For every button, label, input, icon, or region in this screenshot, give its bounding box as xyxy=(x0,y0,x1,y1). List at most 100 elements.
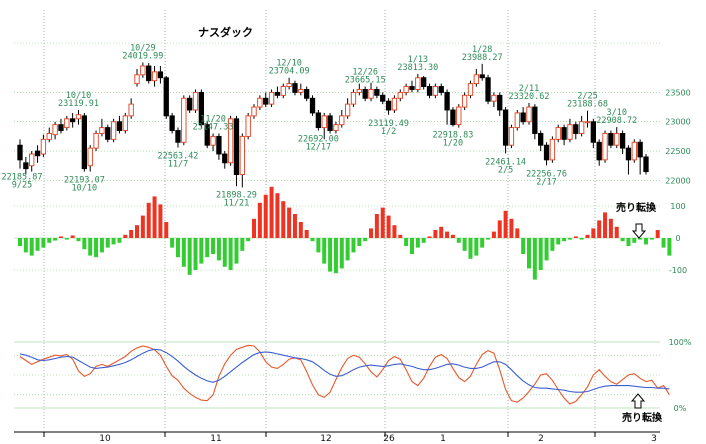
positive-bar xyxy=(450,234,455,238)
negative-bar xyxy=(205,238,210,258)
candle-up-body xyxy=(64,118,70,129)
stochastic-line xyxy=(19,344,670,405)
candle-up-body xyxy=(456,106,462,126)
candle-down-body xyxy=(157,71,164,79)
candle-down-body xyxy=(485,77,491,102)
candle-down-body xyxy=(175,130,181,143)
negative-bar xyxy=(649,238,654,240)
candle-down-body xyxy=(450,109,456,126)
candle xyxy=(614,127,620,149)
candle-up-body xyxy=(321,115,327,129)
month-label: 1 xyxy=(440,434,446,444)
candle xyxy=(567,118,573,143)
stochastic-tick-label: 0% xyxy=(674,404,687,413)
candle xyxy=(181,95,187,146)
candle xyxy=(380,92,386,105)
candle xyxy=(473,68,479,87)
candle xyxy=(40,134,47,157)
negative-bar xyxy=(175,238,180,258)
candle-up-body xyxy=(298,89,304,93)
candle xyxy=(239,133,245,188)
negative-bar xyxy=(310,238,315,242)
candle xyxy=(467,80,474,99)
candle-down-body xyxy=(292,83,298,93)
candle xyxy=(29,151,35,172)
positive-bar xyxy=(281,201,286,238)
positive-bar xyxy=(380,207,385,238)
price-annotation: 12/10 23704.09 xyxy=(269,59,310,77)
negative-bar xyxy=(18,238,22,246)
candle xyxy=(538,130,544,152)
candle xyxy=(403,83,409,96)
candle xyxy=(70,112,76,128)
candle-up-body xyxy=(514,112,520,129)
candle xyxy=(543,142,550,166)
candle-down-body xyxy=(502,109,509,146)
price-annotation: 3/10 22908.72 xyxy=(596,108,637,126)
candle-up-body xyxy=(245,115,251,137)
candle xyxy=(204,121,210,149)
candle-down-body xyxy=(380,94,386,102)
candle-up-body xyxy=(227,118,234,164)
negative-bar xyxy=(538,238,543,270)
candle xyxy=(596,139,602,166)
positive-bar xyxy=(263,194,268,238)
candle-down-body xyxy=(625,147,632,161)
candle-up-body xyxy=(29,153,35,167)
oscillator-tick-label: 100 xyxy=(670,202,685,211)
candle xyxy=(526,102,532,125)
negative-bar xyxy=(544,238,549,261)
price-annotation: 22185.87 9/25 xyxy=(2,173,43,191)
candle-down-body xyxy=(608,133,614,146)
positive-bar xyxy=(152,196,157,238)
price-annotation: 12/26 23665.15 xyxy=(345,68,386,86)
candle-down-body xyxy=(105,127,111,140)
candle-down-body xyxy=(274,91,281,96)
candle-down-body xyxy=(438,86,444,93)
candle xyxy=(304,86,310,102)
positive-bar xyxy=(292,214,297,238)
candle-up-body xyxy=(432,86,439,96)
candle-down-body xyxy=(385,100,392,111)
negative-bar xyxy=(521,238,526,254)
candle xyxy=(625,145,632,175)
candle xyxy=(210,133,216,152)
negative-bar xyxy=(82,238,87,250)
negative-bar xyxy=(632,238,637,243)
price-annotation: 22193.07 10/10 xyxy=(64,176,105,194)
positive-bar xyxy=(445,231,450,238)
candle xyxy=(134,68,140,87)
candle-up-body xyxy=(631,141,637,161)
candle-up-body xyxy=(415,77,421,90)
negative-bar xyxy=(339,238,344,269)
candle-down-body xyxy=(23,162,29,170)
candle xyxy=(87,145,93,172)
positive-bar xyxy=(597,220,602,238)
negative-bar xyxy=(316,238,321,253)
candle xyxy=(450,107,456,127)
negative-bar xyxy=(415,238,420,248)
candle-down-body xyxy=(543,144,550,161)
positive-bar xyxy=(275,193,280,238)
candle xyxy=(555,124,561,143)
negative-bar xyxy=(99,238,104,253)
positive-bar xyxy=(129,230,134,238)
negative-bar xyxy=(94,238,99,258)
candle-up-body xyxy=(46,133,52,140)
candle xyxy=(292,80,298,96)
price-annotation: 22692.00 12/17 xyxy=(298,135,339,153)
candle xyxy=(251,104,257,119)
candle xyxy=(327,112,333,134)
candle-up-body xyxy=(239,135,245,175)
candle-up-body xyxy=(333,124,339,131)
candle xyxy=(198,89,205,128)
candle-up-body xyxy=(491,94,497,102)
negative-bar xyxy=(357,238,362,246)
negative-bar xyxy=(333,238,338,274)
negative-bar xyxy=(111,238,116,245)
negative-bar xyxy=(562,238,567,242)
month-label: 3 xyxy=(651,434,657,444)
month-label: 2 xyxy=(538,434,544,444)
candle-up-body xyxy=(391,97,398,111)
negative-bar xyxy=(23,238,28,253)
